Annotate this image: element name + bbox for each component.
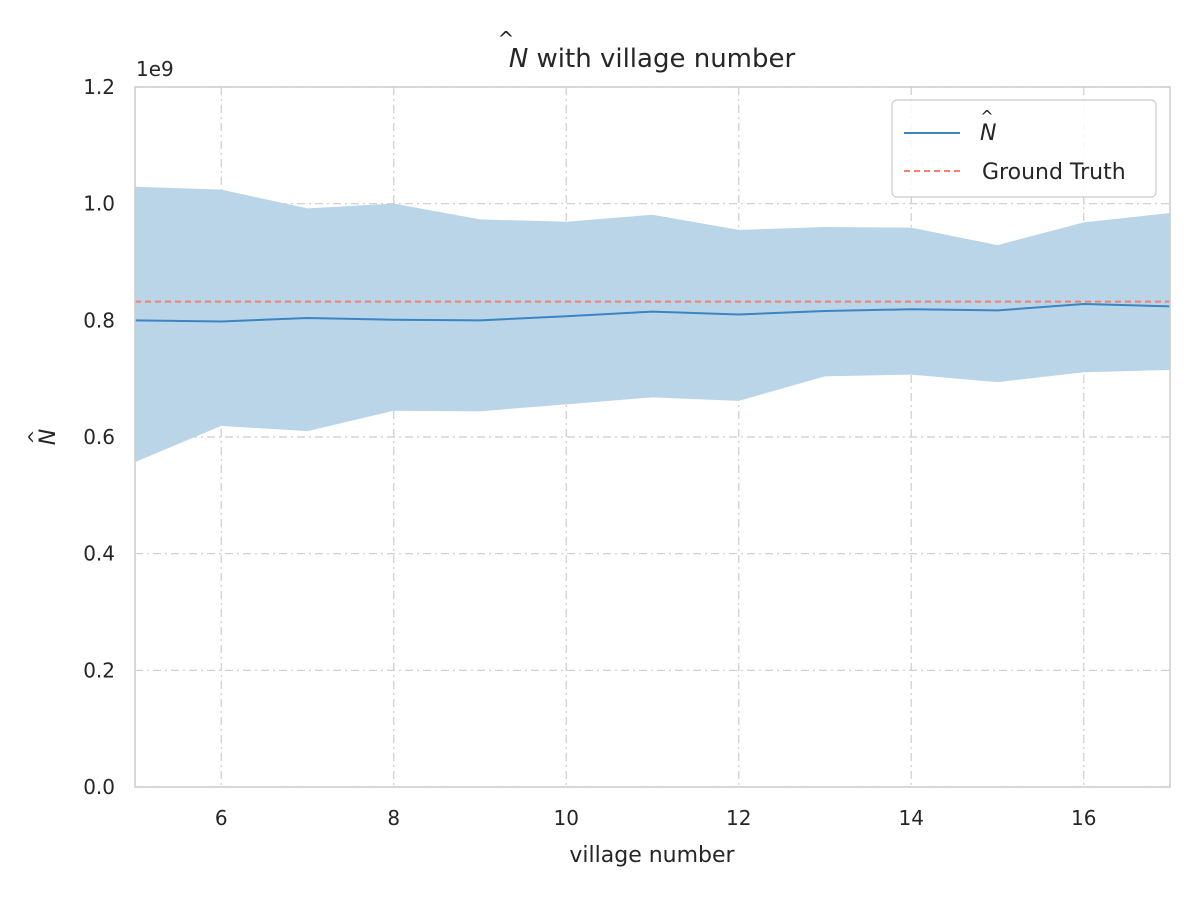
y-axis-label-symbol: N bbox=[36, 429, 61, 445]
title-suffix: with village number bbox=[528, 44, 795, 74]
legend: N ^ Ground Truth bbox=[891, 99, 1157, 198]
y-axis-label-hat: ^ bbox=[25, 429, 46, 444]
tick-labels: 6 8 10 12 14 16 0.0 0.2 0.4 0.6 0.8 1.0 1.2 bbox=[83, 75, 1096, 830]
x-tick-label: 8 bbox=[387, 806, 400, 830]
y-tick-label: 0.2 bbox=[83, 658, 115, 682]
plot-frame bbox=[134, 86, 1171, 788]
y-tick-label: 0.8 bbox=[83, 308, 115, 332]
legend-label-estimate: N bbox=[980, 121, 996, 146]
series-layer bbox=[134, 300, 1171, 323]
y-axis-label: N ^ bbox=[25, 429, 61, 445]
y-tick-label: 0.4 bbox=[83, 542, 115, 566]
legend-hat-accent: ^ bbox=[980, 107, 993, 126]
confidence-band-layer bbox=[135, 186, 1170, 463]
x-tick-label: 14 bbox=[899, 806, 924, 830]
chart-title: N with village number bbox=[509, 44, 796, 74]
confidence-band bbox=[135, 186, 1170, 463]
y-tick-label: 1.2 bbox=[83, 75, 115, 99]
legend-box bbox=[891, 99, 1157, 198]
y-offset-text: 1e9 bbox=[136, 57, 174, 81]
legend-label-ground-truth: Ground Truth bbox=[982, 160, 1126, 185]
x-tick-label: 10 bbox=[554, 806, 579, 830]
x-tick-label: 12 bbox=[726, 806, 751, 830]
x-tick-label: 6 bbox=[215, 806, 228, 830]
y-tick-label: 0.0 bbox=[83, 775, 115, 799]
y-tick-label: 1.0 bbox=[83, 192, 115, 216]
series-line-estimate bbox=[134, 302, 1171, 323]
title-hat-accent: ^ bbox=[498, 27, 515, 51]
x-axis-label: village number bbox=[569, 843, 735, 868]
x-tick-label: 16 bbox=[1071, 806, 1096, 830]
title-symbol: N bbox=[509, 44, 528, 74]
y-tick-label: 0.6 bbox=[83, 425, 115, 449]
